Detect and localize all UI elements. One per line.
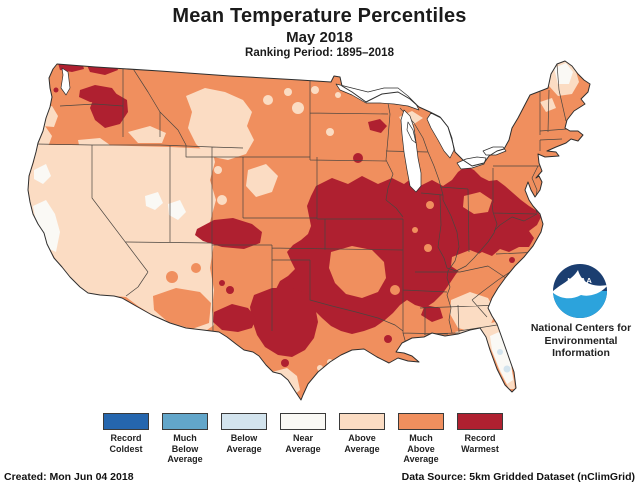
legend-swatch-much-above	[398, 413, 444, 430]
great-lakes	[60, 67, 507, 193]
noaa-caption: National Centers for Environmental Infor…	[530, 322, 632, 359]
legend-swatch-above	[339, 413, 385, 430]
legend-label: Near Average	[285, 433, 321, 454]
data-source: Data Source: 5km Gridded Dataset (nClimG…	[401, 471, 635, 483]
legend-label: Much Below Average	[167, 433, 203, 464]
legend-item-record-warmest: Record Warmest	[454, 413, 506, 465]
percentile-legend: Record Coldest Much Below Average Below …	[100, 413, 506, 465]
legend-label: Much Above Average	[403, 433, 439, 464]
legend-swatch-record-warmest	[457, 413, 503, 430]
ranking-period: Ranking Period: 1895–2018	[245, 47, 394, 59]
legend-item-above: Above Average	[336, 413, 388, 465]
legend-label: Below Average	[226, 433, 262, 454]
legend-label: Above Average	[344, 433, 380, 454]
legend-label: Record Coldest	[109, 433, 143, 454]
below-average-regions	[497, 349, 511, 373]
legend-item-near: Near Average	[277, 413, 329, 465]
created-date: Created: Mon Jun 04 2018	[4, 471, 134, 483]
noaa-logo-text: NOAA	[567, 276, 592, 285]
noaa-logo: NOAA	[553, 264, 607, 318]
much-above-patches	[153, 192, 492, 329]
legend-swatch-record-coldest	[103, 413, 149, 430]
legend-swatch-much-below	[162, 413, 208, 430]
legend-label: Record Warmest	[461, 433, 499, 454]
conus-outline	[27, 60, 591, 401]
legend-item-much-below: Much Below Average	[159, 413, 211, 465]
legend-item-below: Below Average	[218, 413, 270, 465]
legend-swatch-below	[221, 413, 267, 430]
map-month: May 2018	[286, 29, 353, 46]
legend-item-record-coldest: Record Coldest	[100, 413, 152, 465]
legend-item-much-above: Much Above Average	[395, 413, 447, 465]
legend-swatch-near	[280, 413, 326, 430]
page-title: Mean Temperature Percentiles	[172, 5, 467, 27]
